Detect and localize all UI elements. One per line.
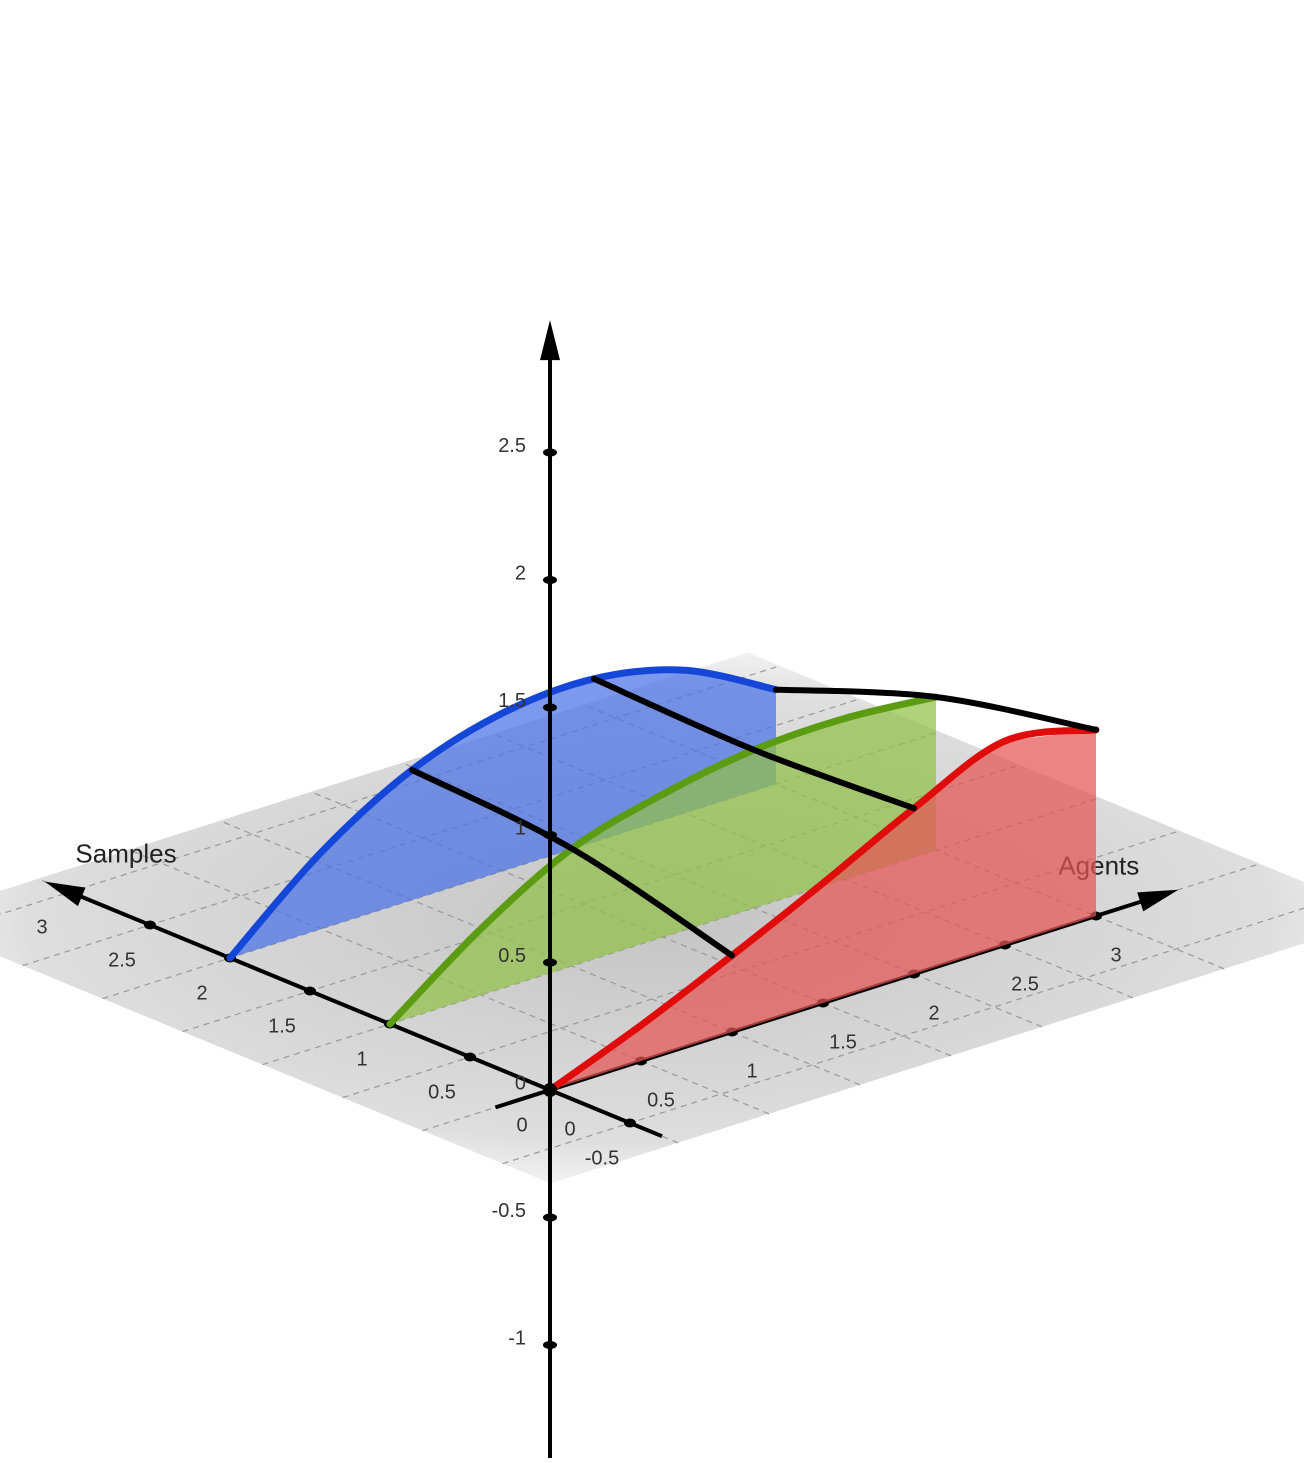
z-tick-label: -1 [508, 1327, 526, 1349]
y-tick-label: 2.5 [1011, 973, 1039, 995]
tick-mark [64, 887, 76, 897]
grid-line [22, 698, 860, 967]
tick-mark [543, 703, 557, 712]
x-tick-label: 0.5 [428, 1081, 456, 1103]
tick-mark [543, 1213, 557, 1222]
grid-line [502, 907, 1304, 1165]
y-tick-label: 3 [1110, 944, 1121, 966]
area-fill [550, 729, 1096, 1090]
x-axis-title: Samples [75, 838, 176, 868]
x-tick-label: 2.5 [108, 949, 136, 971]
tick-mark [543, 831, 557, 839]
x-tick-label: 3 [36, 916, 47, 938]
z-tick-label: 2 [515, 562, 526, 584]
curve [546, 726, 1100, 1094]
z-tick-label: -0.5 [492, 1200, 526, 1222]
tick-mark [543, 1341, 557, 1349]
tick-mark [543, 576, 557, 584]
y-tick-label: 2 [928, 1002, 939, 1024]
y-tick-label: 0.5 [647, 1089, 675, 1111]
x-tick-label: 0 [516, 1114, 527, 1136]
tick-mark [624, 1118, 636, 1128]
connector-curve [591, 675, 917, 812]
area-fill [390, 697, 936, 1024]
connector-curve [409, 766, 735, 959]
x-tick-label: 1 [356, 1048, 367, 1070]
samples-axis [53, 883, 663, 1139]
z-tick-label: 0 [515, 1072, 526, 1094]
x-tick-label: 2 [196, 982, 207, 1004]
curve [226, 666, 780, 962]
z-tick-label: 0.5 [498, 945, 526, 967]
y-tick-label: 1.5 [829, 1031, 857, 1053]
connector-curve [773, 686, 1099, 733]
origin-point [543, 1083, 557, 1097]
z-tick-label: 1.5 [498, 690, 526, 712]
y-tick-label: 1 [746, 1060, 757, 1082]
x-tick-label: -0.5 [585, 1147, 619, 1169]
x-tick-label: 1.5 [268, 1015, 296, 1037]
z-tick-label: 2.5 [498, 435, 526, 457]
curve [386, 693, 940, 1028]
tick-mark [144, 920, 156, 930]
y-tick-label: 0 [564, 1118, 575, 1140]
tick-mark [543, 958, 557, 967]
grid-line [342, 830, 1180, 1099]
agents-axis-arrow [1137, 889, 1179, 912]
grid-line [182, 764, 1020, 1033]
z-axis-arrow [540, 320, 560, 361]
z-tick-label: 1 [515, 817, 526, 839]
tick-mark [464, 1052, 476, 1062]
tick-mark [543, 448, 557, 457]
tick-mark [304, 986, 316, 996]
